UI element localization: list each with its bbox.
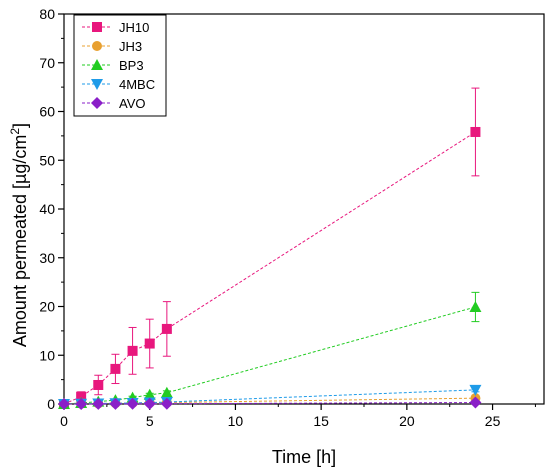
legend-marker-bp3 xyxy=(91,59,103,70)
data-point-jh10 xyxy=(127,345,138,356)
y-axis-title-sup: 2 xyxy=(8,128,22,135)
data-point-avo xyxy=(109,397,122,410)
data-point-avo xyxy=(58,398,70,410)
series-bp3 xyxy=(58,291,482,409)
y-axis-title: Amount permeated [µg/cm2] xyxy=(8,123,30,347)
x-tick-label: 25 xyxy=(485,413,501,429)
data-point-avo xyxy=(75,398,88,410)
data-point-avo xyxy=(469,396,482,409)
y-axis-title-end: ] xyxy=(10,123,30,128)
legend-label-jh3: JH3 xyxy=(119,39,142,54)
legend-marker-jh3 xyxy=(92,41,102,51)
y-tick-label: 30 xyxy=(39,250,55,266)
data-point-bp3 xyxy=(160,386,173,398)
data-point-jh10 xyxy=(93,379,104,390)
series-jh3 xyxy=(59,393,481,409)
y-tick-label: 40 xyxy=(39,201,55,217)
series-layer xyxy=(58,87,482,410)
y-tick-label: 20 xyxy=(39,299,55,315)
data-point-jh10 xyxy=(161,323,172,334)
series-jh10 xyxy=(59,87,481,409)
legend-marker-jh10 xyxy=(92,22,102,32)
x-tick-label: 0 xyxy=(60,413,68,429)
data-point-bp3 xyxy=(469,300,482,312)
data-point-jh10 xyxy=(470,126,481,137)
data-point-jh10 xyxy=(110,363,121,374)
data-point-4mbc xyxy=(469,384,482,396)
legend-label-avo: AVO xyxy=(119,96,146,111)
y-tick-label: 60 xyxy=(39,104,55,120)
y-tick-label: 0 xyxy=(47,396,55,412)
legend-label-bp3: BP3 xyxy=(119,58,144,73)
data-point-jh10 xyxy=(144,338,155,349)
legend-marker-avo xyxy=(91,97,103,109)
y-axis-title-main: Amount permeated [µg/cm xyxy=(10,135,30,347)
legend-label-4mbc: 4MBC xyxy=(119,77,155,92)
axes-layer: 0 5 10 15 20 25 0 10 20 30 40 50 60 70 80 xyxy=(39,6,545,429)
data-point-bp3 xyxy=(143,388,156,400)
y-tick-label: 70 xyxy=(39,55,55,71)
y-tick-label: 10 xyxy=(39,347,55,363)
legend-label-jh10: JH10 xyxy=(119,20,149,35)
data-point-avo xyxy=(126,397,139,410)
series-avo xyxy=(58,396,482,410)
series-line-jh10 xyxy=(63,131,476,405)
y-tick-label: 50 xyxy=(39,152,55,168)
x-tick-label: 15 xyxy=(313,413,329,429)
data-point-avo xyxy=(160,397,173,410)
x-tick-label: 5 xyxy=(146,413,154,429)
x-axis-title: Time [h] xyxy=(272,447,336,467)
series-line-bp3 xyxy=(63,306,476,405)
series-4mbc xyxy=(58,384,482,410)
data-point-jh10 xyxy=(76,391,87,402)
legend-marker-4mbc xyxy=(91,79,103,90)
series-line-4mbc xyxy=(63,389,476,405)
y-tick-label: 80 xyxy=(39,6,55,22)
legend: JH10 JH3 BP3 4MBC AVO xyxy=(73,14,167,117)
x-tick-label: 20 xyxy=(399,413,415,429)
data-point-avo xyxy=(92,397,105,410)
x-tick-label: 10 xyxy=(228,413,244,429)
data-point-avo xyxy=(143,397,156,410)
